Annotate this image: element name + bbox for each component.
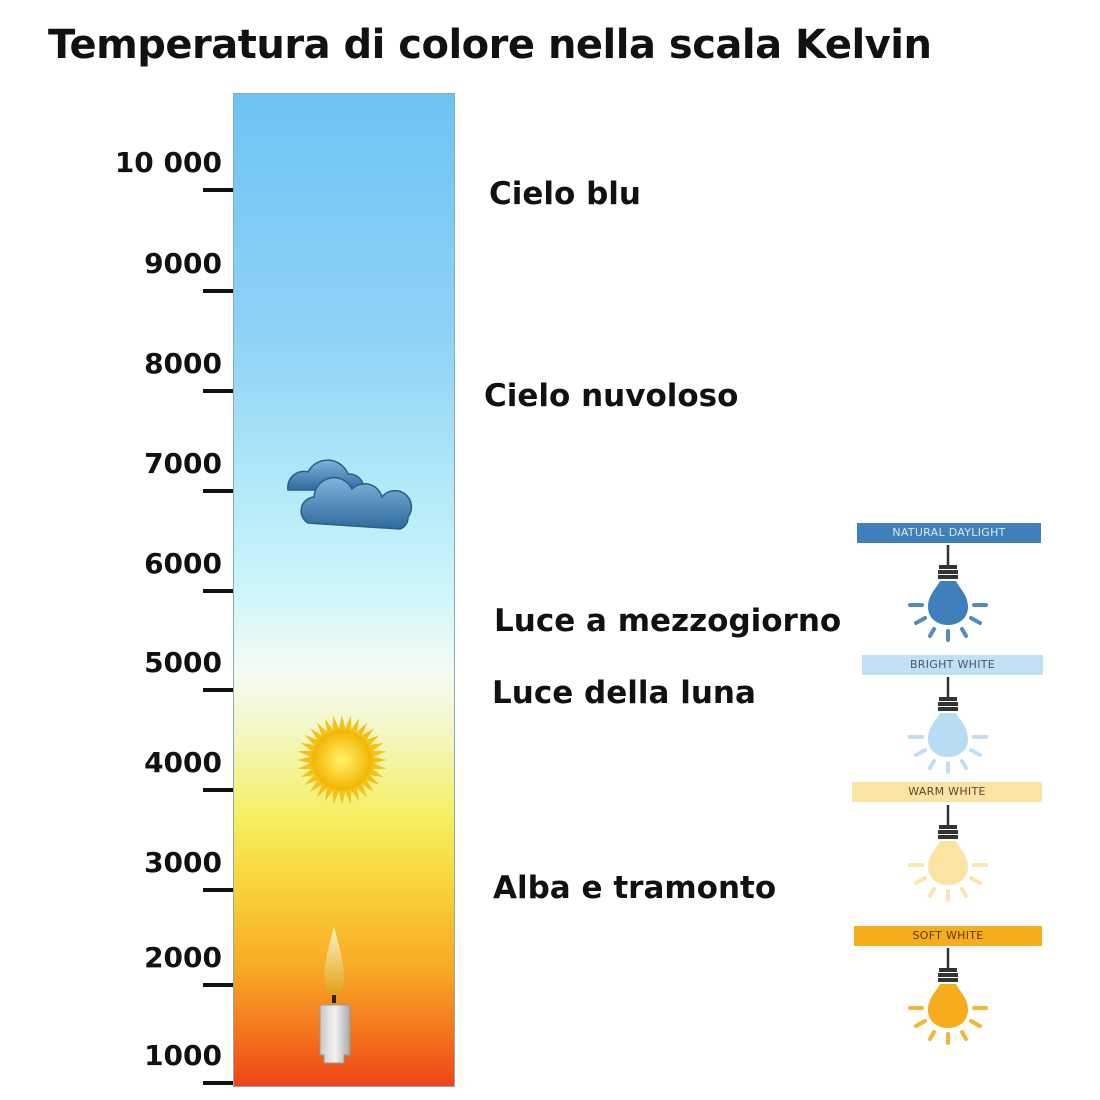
tick-label: 5000 [144, 646, 222, 679]
tick-mark [203, 188, 233, 192]
light-bulb-icon [898, 805, 998, 905]
tick-mark [203, 489, 233, 493]
cloud-icon [287, 459, 413, 530]
tick-mark [203, 788, 233, 792]
tick-mark [203, 389, 233, 393]
tick-mark [203, 1081, 233, 1085]
sun-icon [297, 715, 387, 805]
tick-label: 3000 [144, 846, 222, 879]
label-cielo-blu: Cielo blu [489, 176, 642, 212]
tick-mark [203, 289, 233, 293]
bulb-band-label: BRIGHT WHITE [862, 655, 1043, 675]
bulb-band-label: NATURAL DAYLIGHT [857, 523, 1041, 543]
tick-label: 7000 [144, 447, 222, 480]
tick-label: 2000 [144, 941, 222, 974]
light-bulb-icon [898, 948, 998, 1048]
label-cielo-nuvoloso: Cielo nuvoloso [484, 378, 739, 414]
tick-label: 10 000 [114, 146, 222, 179]
bulb-band-label: WARM WHITE [852, 782, 1042, 802]
tick-label: 1000 [144, 1039, 222, 1072]
tick-mark [203, 688, 233, 692]
label-luce-luna: Luce della luna [492, 675, 756, 711]
light-bulb-icon [898, 545, 998, 645]
tick-label: 9000 [144, 247, 222, 280]
label-alba-tramonto: Alba e tramonto [493, 870, 777, 906]
bulb-band-label: SOFT WHITE [854, 926, 1042, 946]
page-title: Temperatura di colore nella scala Kelvin [48, 22, 932, 68]
tick-label: 6000 [144, 547, 222, 580]
color-temperature-gradient-bar [233, 93, 455, 1087]
tick-label: 8000 [144, 347, 222, 380]
candle-icon [319, 927, 351, 1064]
tick-mark [203, 983, 233, 987]
light-bulb-icon [898, 677, 998, 777]
tick-label: 4000 [144, 746, 222, 779]
label-luce-mezzogiorno: Luce a mezzogiorno [494, 603, 842, 639]
tick-mark [203, 888, 233, 892]
tick-mark [203, 589, 233, 593]
